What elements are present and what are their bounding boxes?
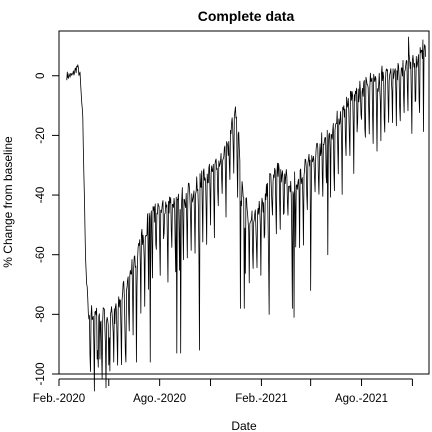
x-tick-label: Feb.-2020 — [33, 393, 85, 405]
x-axis: Feb.-2020 Ago.-2020 Feb.-2021 Ago.-2021 — [33, 378, 413, 405]
x-tick-label: Ago.-2020 — [133, 393, 186, 405]
series-line — [66, 36, 427, 392]
y-tick-label: -40 — [35, 187, 47, 204]
y-axis-label: % Change from baseline — [1, 136, 15, 268]
chart-title: Complete data — [198, 8, 295, 24]
y-tick-label: -20 — [35, 127, 47, 144]
y-tick-label: 0 — [35, 73, 47, 79]
x-tick-label: Feb.-2021 — [235, 393, 287, 405]
y-axis: 0 -20 -40 -60 -80 -100 — [35, 73, 60, 386]
x-axis-label: Date — [231, 419, 257, 432]
y-tick-label: -100 — [35, 362, 47, 385]
y-tick-label: -60 — [35, 246, 47, 263]
y-tick-label: -80 — [35, 306, 47, 323]
x-tick-label: Ago.-2021 — [335, 393, 388, 405]
data-series — [66, 36, 427, 392]
